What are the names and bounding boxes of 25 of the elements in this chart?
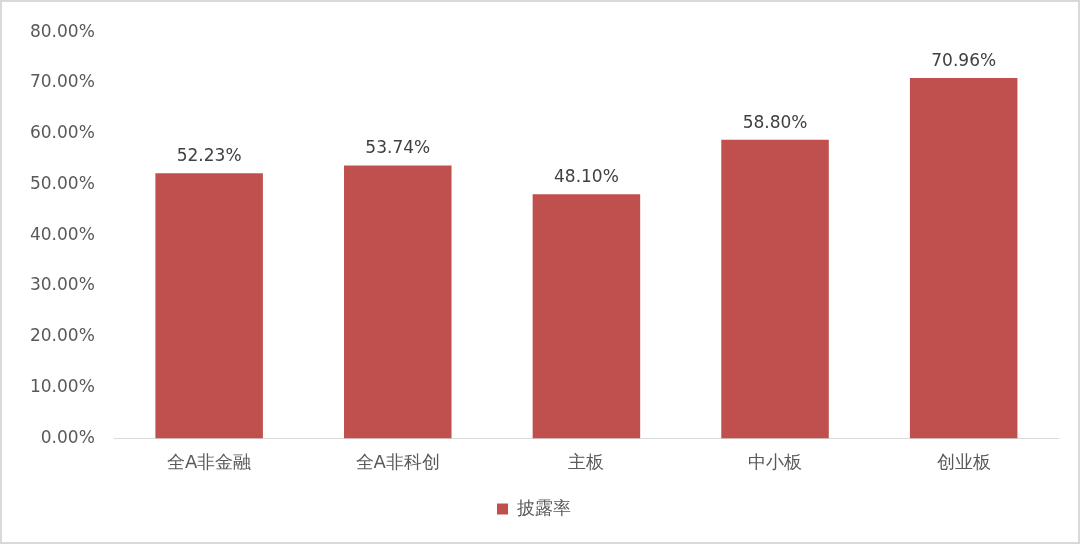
bar xyxy=(155,173,263,439)
bar xyxy=(344,165,452,439)
bar xyxy=(909,78,1018,439)
y-tick-label: 20.00% xyxy=(29,325,95,346)
data-label: 52.23% xyxy=(176,145,242,166)
bar xyxy=(721,139,829,439)
bar xyxy=(532,194,641,439)
legend-label: 披露率 xyxy=(517,496,571,518)
data-label: 70.96% xyxy=(931,50,997,71)
x-tick-label: 全A非科创 xyxy=(355,450,440,472)
data-label: 58.80% xyxy=(742,111,808,132)
y-tick-label: 50.00% xyxy=(29,172,95,193)
y-tick-label: 40.00% xyxy=(29,223,95,244)
x-tick-label: 主板 xyxy=(568,450,605,472)
y-tick-label: 10.00% xyxy=(29,376,95,397)
x-tick-label: 全A非金融 xyxy=(166,450,252,472)
x-tick-label: 创业板 xyxy=(936,450,991,472)
y-tick-label: 0.00% xyxy=(40,426,95,447)
data-label: 48.10% xyxy=(554,166,619,187)
y-tick-label: 30.00% xyxy=(29,274,95,295)
y-tick-label: 60.00% xyxy=(29,122,95,143)
y-tick-label: 70.00% xyxy=(29,71,95,92)
data-label: 53.74% xyxy=(365,137,431,158)
x-tick-label: 中小板 xyxy=(748,450,803,472)
y-tick-label: 80.00% xyxy=(29,20,95,41)
